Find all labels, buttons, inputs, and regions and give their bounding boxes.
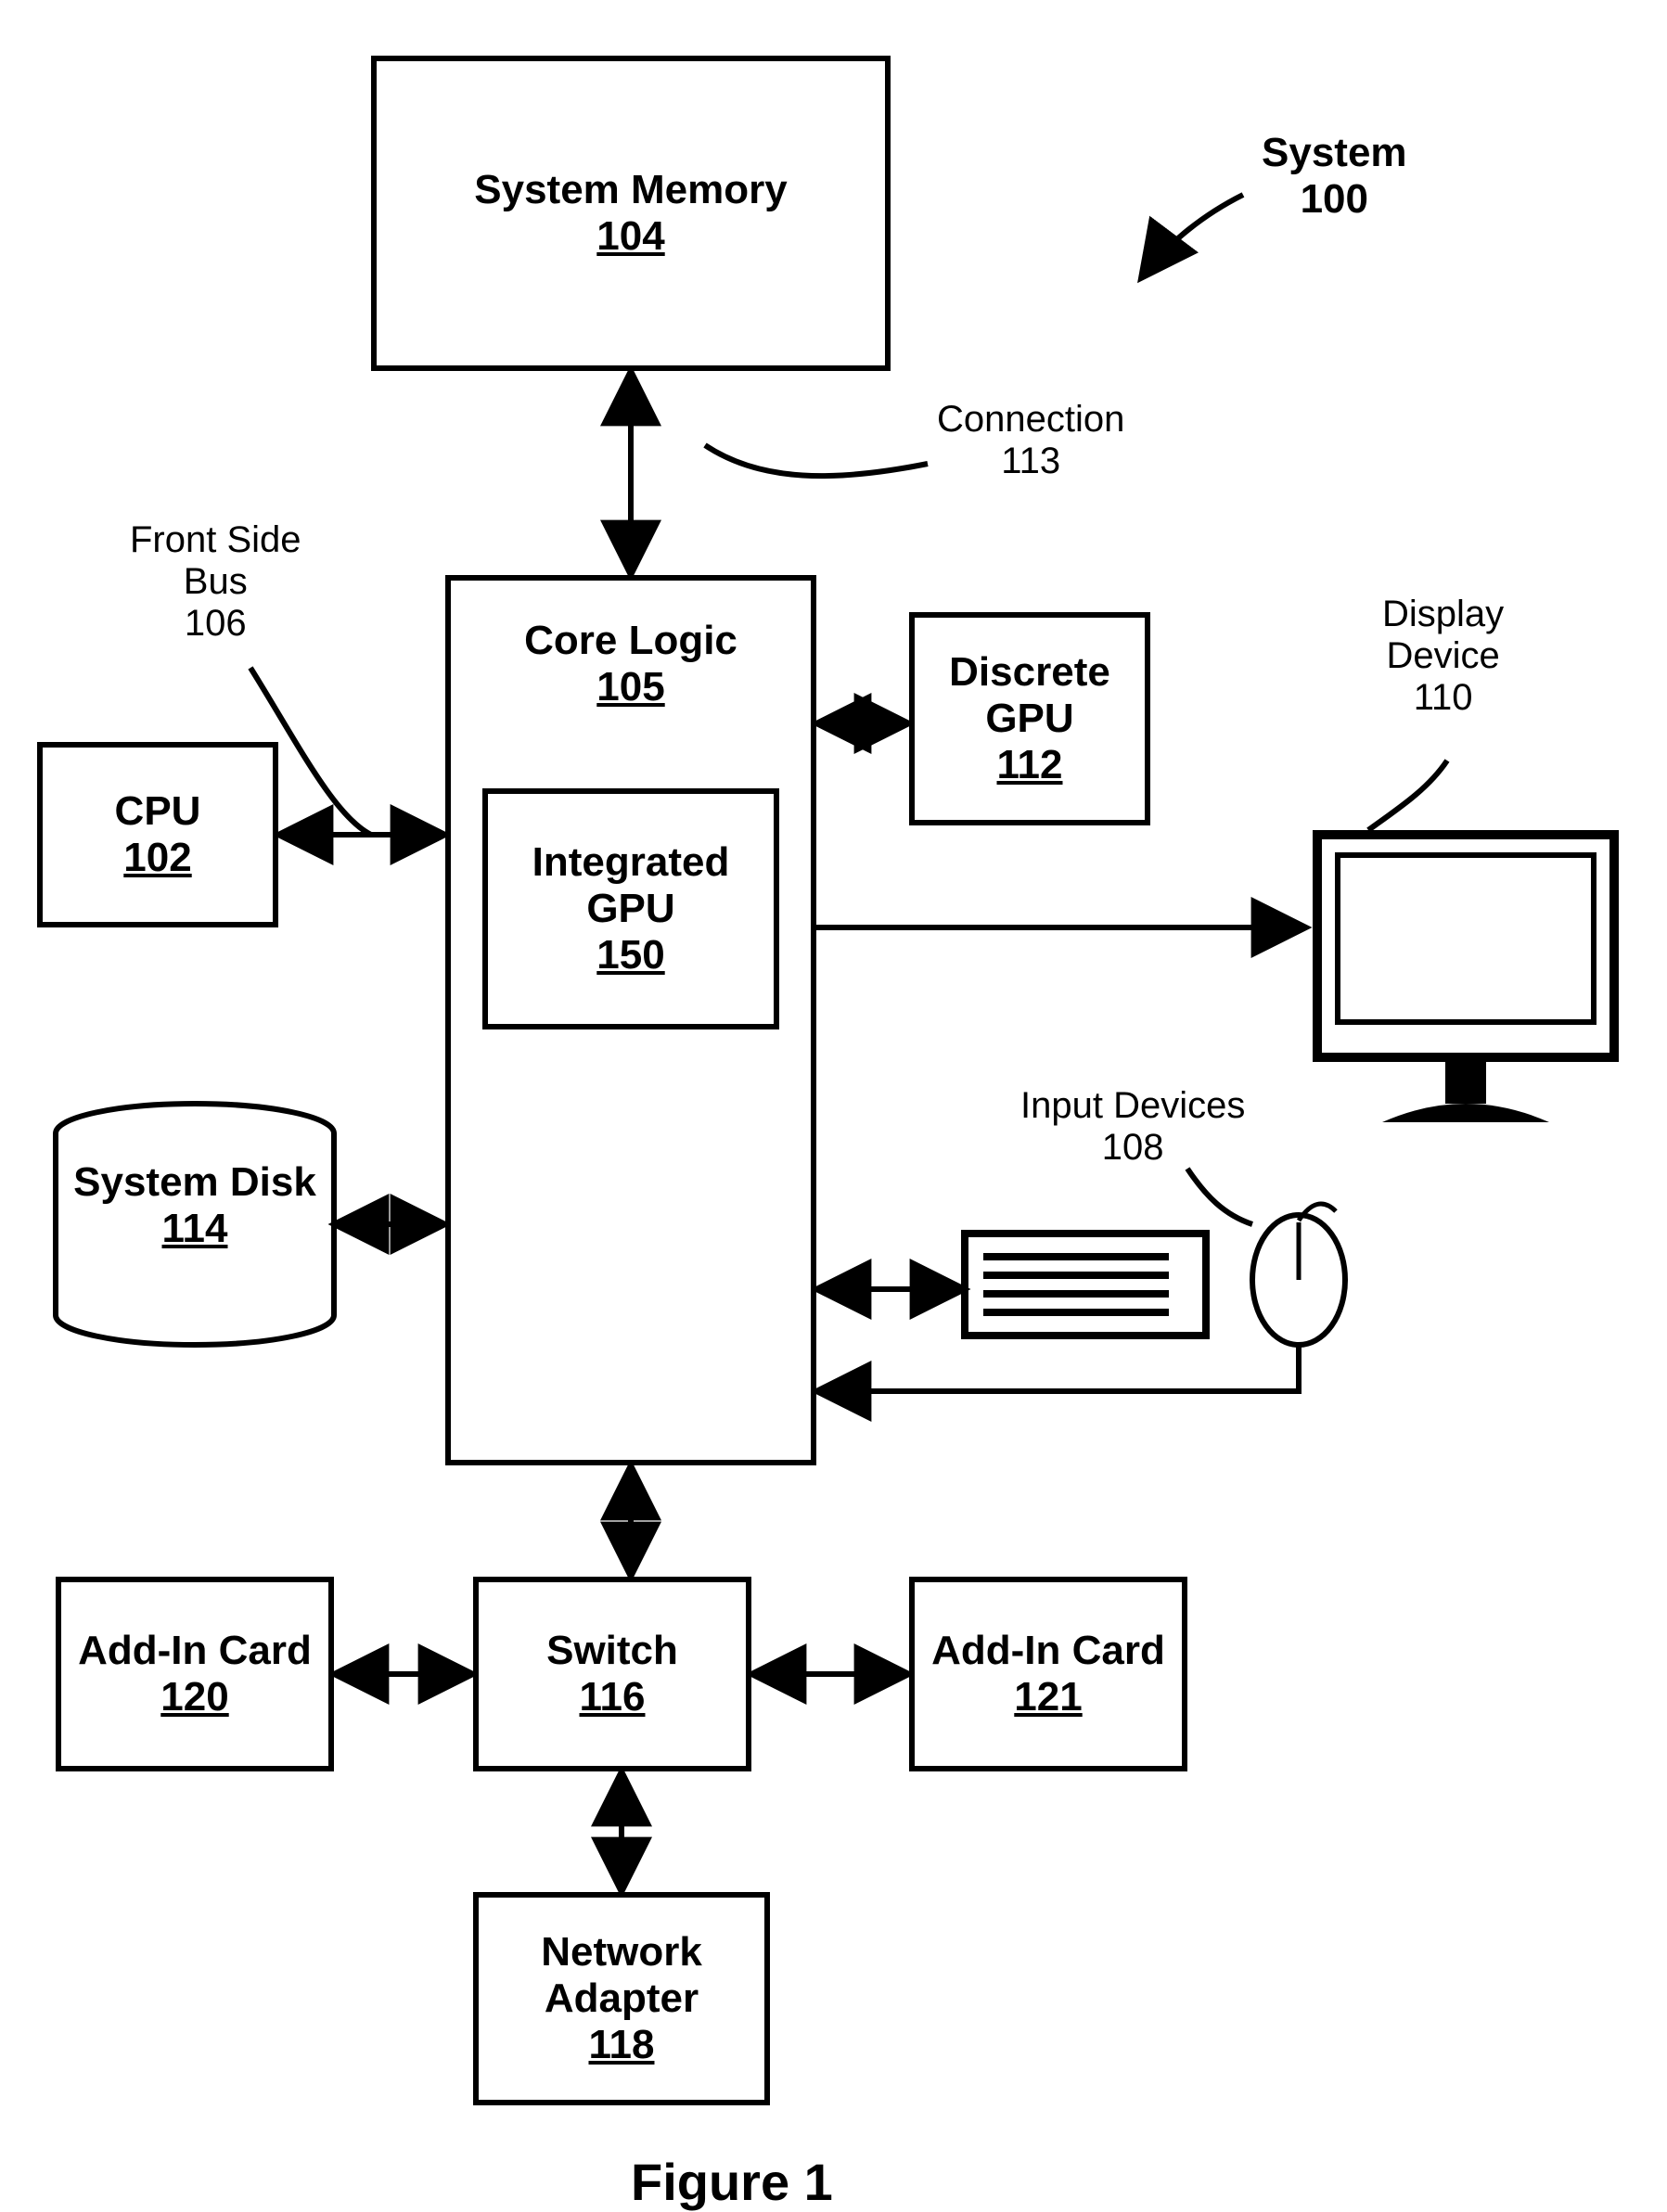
switch-box: Switch 116 — [473, 1577, 751, 1771]
discrete_gpu-title: Discrete GPU — [915, 649, 1145, 742]
system-label: System100 — [1262, 130, 1407, 223]
figure-text: Figure 1 — [631, 2153, 833, 2211]
connection-label: Connection113 — [937, 399, 1124, 482]
connection-label-line0: Connection — [937, 399, 1124, 441]
display-label: DisplayDevice110 — [1382, 594, 1504, 719]
input-devices-label-line0: Input Devices — [1020, 1085, 1245, 1127]
system_disk-title: System Disk — [56, 1159, 334, 1206]
addin_121-ref: 121 — [1014, 1674, 1082, 1720]
input-devices-label: Input Devices108 — [1020, 1085, 1245, 1169]
fsb-label: Front SideBus106 — [130, 519, 301, 645]
addin_120-box: Add-In Card 120 — [56, 1577, 334, 1771]
system_disk-ref: 114 — [56, 1206, 334, 1252]
display-label-line0: Display — [1382, 594, 1504, 635]
integrated_gpu-ref: 150 — [596, 932, 664, 978]
addin_120-ref: 120 — [160, 1674, 228, 1720]
system_memory-ref: 104 — [596, 213, 664, 260]
fsb-label-line2: 106 — [130, 603, 301, 645]
input-devices-label-line1: 108 — [1020, 1127, 1245, 1169]
network_adapter-box: Network Adapter 118 — [473, 1892, 770, 2105]
addin_121-box: Add-In Card 121 — [909, 1577, 1187, 1771]
cpu-title: CPU — [115, 788, 201, 835]
system_memory-box: System Memory 104 — [371, 56, 891, 371]
network_adapter-ref: 118 — [589, 2022, 655, 2068]
system_disk-box: System Disk 114 — [56, 1159, 334, 1252]
discrete_gpu-box: Discrete GPU 112 — [909, 612, 1150, 825]
diagram-stage: System Memory 104 Core Logic 105 Integrate… — [0, 0, 1667, 2177]
network_adapter-title: Network Adapter — [479, 1929, 764, 2022]
integrated_gpu-title: Integrated GPU — [488, 839, 774, 932]
figure-label: Figure 1 — [631, 2152, 833, 2212]
core_logic-ref: 105 — [596, 664, 664, 710]
cpu-box: CPU 102 — [37, 742, 278, 927]
system-label-line1: 100 — [1262, 176, 1407, 223]
display-label-line2: 110 — [1382, 677, 1504, 719]
fsb-label-line1: Bus — [130, 561, 301, 603]
cpu-ref: 102 — [123, 835, 191, 881]
system-label-line0: System — [1262, 130, 1407, 176]
connection-label-line1: 113 — [937, 441, 1124, 482]
display-label-line1: Device — [1382, 635, 1504, 677]
discrete_gpu-ref: 112 — [997, 742, 1063, 788]
switch-title: Switch — [546, 1628, 678, 1674]
addin_121-title: Add-In Card — [931, 1628, 1165, 1674]
core_logic-title: Core Logic — [524, 618, 737, 664]
fsb-label-line0: Front Side — [130, 519, 301, 561]
addin_120-title: Add-In Card — [78, 1628, 312, 1674]
integrated_gpu-box: Integrated GPU 150 — [482, 788, 779, 1029]
switch-ref: 116 — [580, 1674, 646, 1720]
system_memory-title: System Memory — [474, 167, 787, 213]
